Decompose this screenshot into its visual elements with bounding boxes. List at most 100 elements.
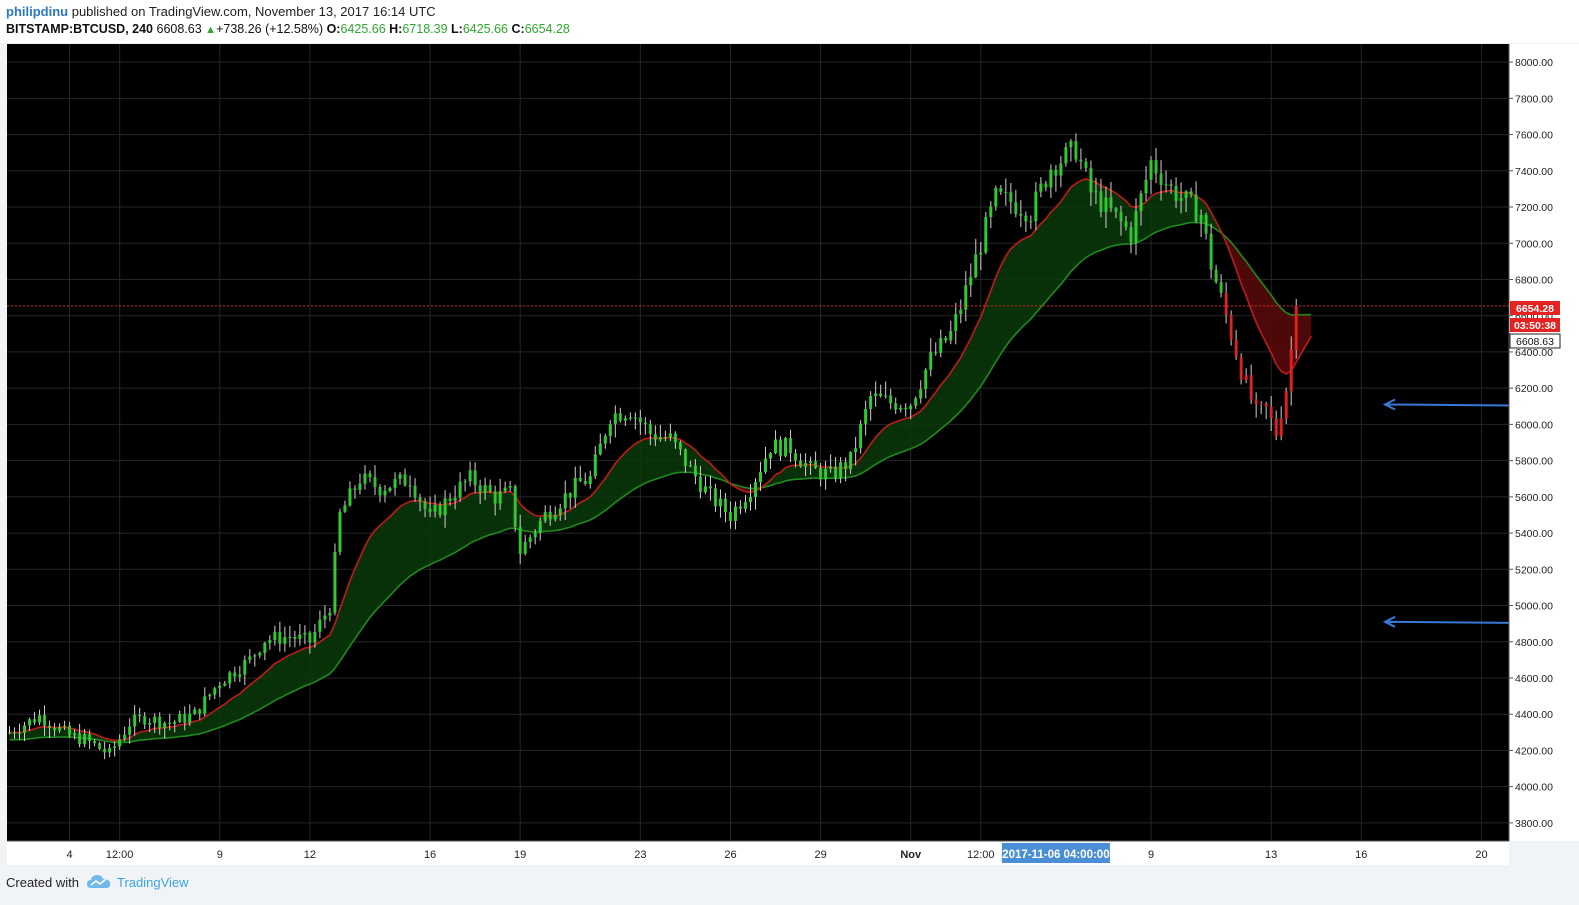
candle-body: [373, 477, 377, 488]
candle-body: [1009, 192, 1013, 203]
candle-body: [759, 471, 763, 483]
candle-body: [1209, 233, 1213, 270]
candle-body: [839, 462, 843, 478]
candle-body: [1224, 292, 1228, 315]
candle-body: [1149, 160, 1153, 180]
candle-body: [348, 488, 352, 506]
x-tick-label: 29: [814, 849, 826, 861]
candle-body: [1199, 214, 1203, 222]
candle-body: [899, 407, 903, 410]
candle-body: [338, 511, 342, 552]
low-label: L:: [451, 22, 463, 36]
candle-body: [944, 337, 948, 341]
candle-body: [293, 636, 297, 640]
candle-body: [528, 537, 532, 542]
candle-body: [1129, 227, 1133, 243]
candle-body: [618, 413, 622, 421]
x-tick-label: 16: [424, 849, 436, 861]
candle-body: [353, 488, 357, 490]
last-price-text: 6608.63: [156, 22, 202, 36]
author-link[interactable]: philipdinu: [6, 4, 69, 19]
arrow-line: [1384, 403, 1511, 407]
candle-body: [678, 442, 682, 450]
candle-body: [653, 434, 657, 440]
candle-body: [984, 216, 988, 253]
candle-body: [1074, 141, 1078, 160]
candle-body: [774, 439, 778, 454]
tradingview-cloud-icon[interactable]: [86, 872, 112, 892]
x-tick-label: 26: [724, 849, 736, 861]
candle-body: [718, 498, 722, 507]
y-tick-label: 8000.00: [1515, 57, 1553, 69]
candle-body: [443, 498, 447, 516]
candle-body: [708, 486, 712, 489]
high-value: 6718.39: [402, 22, 448, 36]
candle-body: [593, 454, 597, 477]
open-label: O:: [326, 22, 341, 36]
candle-body: [799, 460, 803, 467]
current-price-badge-text: 6654.28: [1516, 303, 1554, 315]
candle-body: [769, 453, 773, 459]
candle-body: [133, 714, 137, 727]
candle-body: [1204, 214, 1208, 234]
candle-body: [568, 493, 572, 498]
candle-body: [959, 309, 963, 315]
candle-body: [23, 725, 27, 733]
candle-body: [588, 476, 592, 485]
candles: [8, 133, 1298, 760]
candle-body: [233, 672, 237, 677]
candle-body: [488, 485, 492, 492]
time-axis[interactable]: [7, 841, 1509, 865]
candle-body: [864, 409, 868, 424]
candle-body: [909, 405, 913, 410]
price-chart[interactable]: 8000.00 7800.00 7600.00 7400.00 7200.00 7000.…: [0, 43, 1579, 868]
candle-body: [1189, 191, 1193, 195]
candle-body: [523, 541, 527, 554]
candle-body: [1289, 349, 1293, 392]
candle-body: [248, 656, 252, 660]
candle-body: [1274, 418, 1278, 437]
x-tick-label: 12:00: [967, 849, 995, 861]
bull-cloud: [9, 437, 731, 743]
y-tick-label: 6400.00: [1515, 347, 1553, 359]
y-tick-label: 4400.00: [1515, 709, 1553, 721]
candle-body: [1229, 314, 1233, 340]
candle-body: [743, 502, 747, 509]
tradingview-link[interactable]: TradingView: [117, 875, 189, 890]
candle-body: [183, 713, 187, 723]
candle-body: [513, 486, 517, 527]
x-tick-label: 12:00: [106, 849, 134, 861]
candle-body: [33, 719, 37, 723]
y-tick-label: 5200.00: [1515, 564, 1553, 576]
candle-body: [58, 726, 62, 731]
candle-body: [558, 508, 562, 515]
countdown-badge-text: 03:50:38: [1514, 320, 1556, 332]
chart-header: philipdinu published on TradingView.com,…: [0, 0, 1579, 43]
candle-body: [553, 514, 557, 520]
candle-body: [268, 640, 272, 644]
candle-body: [128, 726, 132, 735]
candle-body: [198, 709, 202, 714]
candle-body: [278, 632, 282, 644]
candle-body: [884, 395, 888, 397]
candle-body: [393, 478, 397, 488]
candle-body: [103, 748, 107, 753]
x-tick-label: 16: [1355, 849, 1367, 861]
open-value: 6425.66: [340, 22, 386, 36]
candle-body: [849, 452, 853, 469]
candle-body: [503, 487, 507, 491]
price-axis[interactable]: [1509, 44, 1579, 841]
candle-body: [733, 506, 737, 521]
candle-body: [1154, 160, 1158, 174]
candle-body: [643, 422, 647, 425]
candle-body: [1034, 191, 1038, 222]
candle-body: [583, 481, 587, 485]
candle-body: [613, 413, 617, 425]
arrow-head-icon: [1382, 398, 1396, 411]
candle-body: [548, 512, 552, 520]
candle-body: [38, 715, 42, 723]
bull-cloud: [765, 178, 1227, 487]
symbol-label[interactable]: BITSTAMP:BTCUSD, 240: [6, 22, 154, 36]
y-tick-label: 3800.00: [1515, 818, 1553, 830]
candle-body: [573, 477, 577, 498]
